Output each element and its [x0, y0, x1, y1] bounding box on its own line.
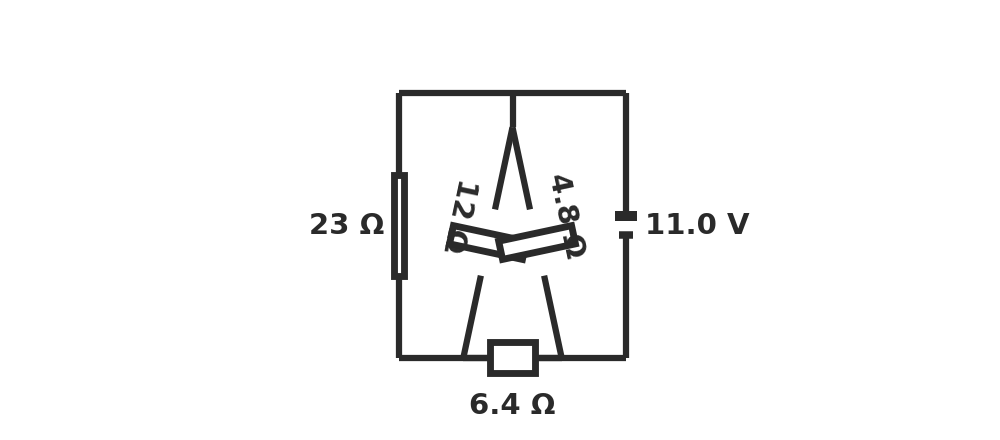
Text: 6.4 Ω: 6.4 Ω — [469, 392, 556, 420]
Text: 23 Ω: 23 Ω — [309, 212, 384, 240]
FancyBboxPatch shape — [394, 175, 404, 276]
Bar — [499, 226, 575, 260]
Text: 4.8 Ω: 4.8 Ω — [543, 170, 589, 260]
Text: 11.0 V: 11.0 V — [645, 212, 749, 240]
FancyBboxPatch shape — [490, 342, 535, 373]
Bar — [450, 226, 526, 260]
Text: 12 Ω: 12 Ω — [438, 176, 481, 255]
